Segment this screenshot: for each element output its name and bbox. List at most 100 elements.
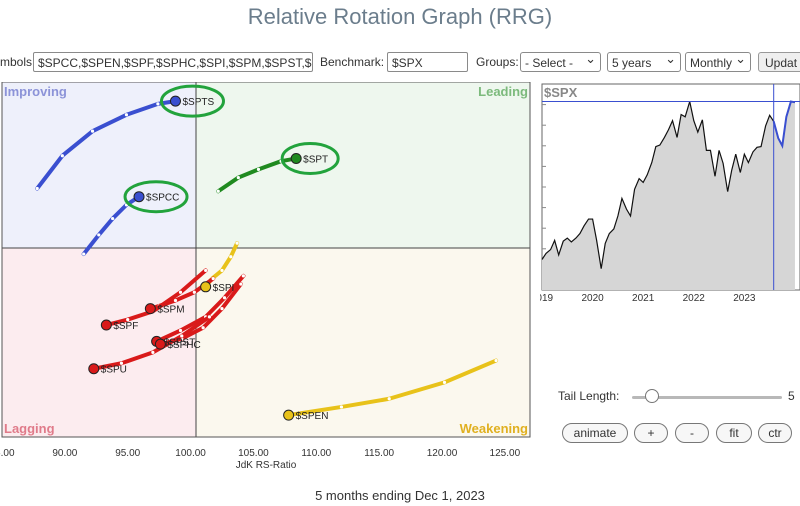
tail-point <box>111 216 115 221</box>
rrg-chart[interactable]: Improving Leading Lagging Weakening 85.0… <box>0 82 540 472</box>
tail-point <box>220 307 224 311</box>
rrg-heads: $SPTS $SPCC $SPT $SPI $SPM $SPF $SPST$SPHC $SPU… <box>88 84 340 422</box>
tail-point <box>241 274 245 278</box>
zoom-in-button[interactable]: + <box>634 423 668 443</box>
series-label-spcc: $SPCC <box>146 193 179 204</box>
series-label-spm: $SPM <box>157 305 184 316</box>
x-tick-label: 115.00 <box>364 448 394 459</box>
quadrant-label-leading: Leading <box>478 84 528 99</box>
head-marker-spts[interactable] <box>169 95 181 107</box>
tail-point <box>387 397 391 401</box>
tail-point <box>201 326 205 330</box>
benchmark-input[interactable]: $SPX <box>387 52 468 72</box>
series-label-spf: $SPF <box>113 321 138 332</box>
benchmark-area <box>542 101 795 290</box>
benchmark-x-tick-label: 2019 <box>540 293 554 304</box>
tail-point <box>178 328 183 333</box>
tail-length-track[interactable] <box>632 396 782 399</box>
tail-point <box>256 167 261 171</box>
series-label-spu: $SPU <box>101 365 127 376</box>
series-label-spt: $SPT <box>303 154 328 165</box>
head-marker-spf[interactable] <box>100 319 112 331</box>
footer-period-text: 5 months ending Dec 1, 2023 <box>315 488 485 503</box>
benchmark-title: $SPX <box>544 85 578 100</box>
x-tick-label: 120.00 <box>427 448 458 459</box>
tail-length-knob[interactable] <box>645 389 659 403</box>
x-tick-label: 85.00 <box>0 448 15 459</box>
head-marker-sphc[interactable] <box>154 338 166 350</box>
x-tick-label: 100.00 <box>175 448 206 459</box>
tail-point <box>494 358 498 363</box>
rrg-tails <box>35 99 499 418</box>
x-axis-label: JdK RS-Ratio <box>236 460 297 471</box>
tail-point <box>222 296 227 300</box>
head-marker-spi[interactable] <box>200 281 212 293</box>
highlight-ellipse-spts <box>159 84 225 118</box>
x-axis-ticks: 85.00 90.00 95.00 100.00 105.00 110.00 115.00 1… <box>0 448 521 459</box>
head-marker-spm[interactable] <box>144 303 156 315</box>
tail-point <box>239 282 243 286</box>
tail-point <box>90 129 95 133</box>
tail-point <box>220 268 224 273</box>
tail-length-value: 5 <box>788 389 795 403</box>
animate-button[interactable]: animate <box>562 423 628 443</box>
tail-point <box>97 233 101 237</box>
benchmark-chart: $SPX 2019 2020 2021 2022 2023 <box>540 83 800 304</box>
head-marker-spen[interactable] <box>283 409 295 421</box>
quadrant-improving <box>2 82 196 248</box>
x-tick-label: 110.00 <box>301 448 331 459</box>
tail-point <box>126 317 130 322</box>
tail-point <box>192 290 196 294</box>
head-marker-spcc[interactable] <box>133 191 145 203</box>
tail-point <box>235 241 239 245</box>
x-tick-label: 90.00 <box>52 448 77 459</box>
benchmark-x-tick-label: 2021 <box>632 293 655 304</box>
groups-select[interactable]: - Select - <box>520 52 601 72</box>
benchmark-label: Benchmark: <box>320 55 385 69</box>
tail-point <box>82 252 86 256</box>
highlight-ellipse-spt <box>280 141 340 175</box>
benchmark-x-tick-label: 2020 <box>581 293 604 304</box>
x-tick-label: 95.00 <box>115 448 140 459</box>
tail-point <box>216 189 220 193</box>
toolbar: mbols: $SPCC,$SPEN,$SPF,$SPHC,$SPI,$SPM,… <box>0 52 800 74</box>
zoom-out-button[interactable]: - <box>675 423 709 443</box>
quadrant-label-weakening: Weakening <box>460 421 528 436</box>
benchmark-x-tick-label: 2023 <box>733 293 756 304</box>
tail-point <box>236 175 240 180</box>
head-marker-spu[interactable] <box>88 363 100 375</box>
interval-select[interactable]: Monthly <box>685 52 751 72</box>
tail-point <box>173 298 178 303</box>
benchmark-x-tick-label: 2022 <box>683 293 706 304</box>
tail-point <box>178 290 183 294</box>
period-select[interactable]: 5 years <box>607 52 681 72</box>
quadrant-leading <box>196 82 530 248</box>
tail-point <box>180 334 184 338</box>
head-marker-spt[interactable] <box>290 152 302 164</box>
x-tick-label: 105.00 <box>238 448 269 459</box>
symbols-input[interactable]: $SPCC,$SPEN,$SPF,$SPHC,$SPI,$SPM,$SPST,$ <box>33 52 313 72</box>
page-title: Relative Rotation Graph (RRG) <box>247 4 553 29</box>
tail-point <box>119 361 124 365</box>
tail-point <box>35 186 39 191</box>
tail-point <box>211 277 215 281</box>
series-label-spi: $SPI <box>213 283 235 294</box>
tail-point <box>156 102 160 106</box>
tail-length-label: Tail Length: <box>558 389 620 403</box>
center-button[interactable]: ctr <box>758 423 792 443</box>
tail-point <box>229 255 233 259</box>
benchmark-line <box>541 100 796 269</box>
quadrant-label-improving: Improving <box>4 84 67 99</box>
fit-button[interactable]: fit <box>716 423 752 443</box>
highlight-ellipse-spcc <box>123 180 189 214</box>
tail-point <box>442 380 447 384</box>
tail-point <box>151 350 155 354</box>
update-button[interactable]: Updat <box>758 52 800 72</box>
benchmark-x-ticks: 2019 2020 2021 2022 2023 <box>540 293 756 304</box>
tail-point <box>339 405 344 409</box>
quadrant-label-lagging: Lagging <box>4 421 55 436</box>
series-label-spst: $SPST <box>164 337 196 348</box>
series-label-spen: $SPEN <box>296 411 329 422</box>
series-label-sphc: $SPHC <box>167 340 200 351</box>
x-tick-label: 125.00 <box>490 448 521 459</box>
